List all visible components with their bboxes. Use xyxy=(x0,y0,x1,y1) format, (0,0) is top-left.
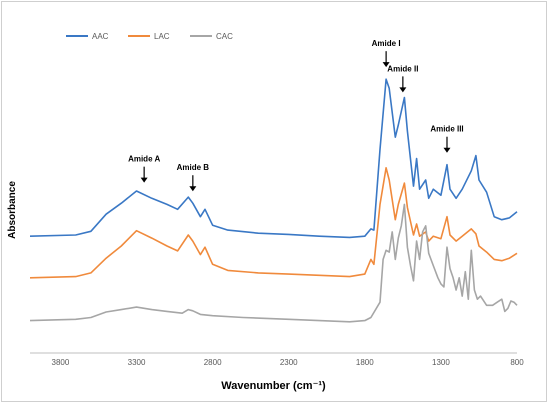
annotation-label: Amide A xyxy=(128,155,160,164)
annotation-label: Amide I xyxy=(372,39,401,48)
series-layer xyxy=(29,78,518,323)
annotation-arrow-head xyxy=(189,186,197,192)
annotation-label: Amide B xyxy=(177,163,210,172)
annotation-amide-i: Amide I xyxy=(372,39,401,68)
series-line-aac xyxy=(29,78,518,239)
legend-item-aac: AAC xyxy=(66,32,109,41)
annotations: Amide A Amide B Amide I Amide II Amide III xyxy=(128,39,464,192)
series-line-lac xyxy=(29,167,518,279)
annotation-arrow-head xyxy=(382,62,390,68)
legend-label: AAC xyxy=(92,32,109,41)
x-tick-label: 3300 xyxy=(128,358,146,367)
annotation-amide-ii: Amide II xyxy=(387,64,418,93)
annotation-arrow-head xyxy=(443,147,451,153)
legend-item-lac: LAC xyxy=(128,32,170,41)
y-axis-title: Absorbance xyxy=(7,181,18,239)
annotation-amide-iii: Amide III xyxy=(430,125,464,153)
x-tick-label: 800 xyxy=(510,358,524,367)
series-line-cac xyxy=(29,203,518,323)
legend-label: CAC xyxy=(216,32,233,41)
annotation-arrow-head xyxy=(399,87,407,93)
annotation-arrow-head xyxy=(140,177,148,183)
annotation-amide-b: Amide B xyxy=(177,163,210,192)
x-tick-label: 1800 xyxy=(356,358,374,367)
annotation-label: Amide II xyxy=(387,64,418,73)
x-tick-label: 2300 xyxy=(280,358,298,367)
annotation-label: Amide III xyxy=(430,125,463,134)
annotation-amide-a: Amide A xyxy=(128,155,160,183)
legend-item-cac: CAC xyxy=(190,32,233,41)
x-tick-labels: 3800 3300 2800 2300 1800 1300 800 xyxy=(52,358,525,367)
legend: AAC LAC CAC xyxy=(66,32,233,41)
x-tick-label: 2800 xyxy=(204,358,222,367)
x-tick-label: 3800 xyxy=(52,358,70,367)
x-axis-title: Wavenumber (cm⁻¹) xyxy=(221,380,326,392)
plot-area: Amide A Amide B Amide I Amide II Amide III 3… xyxy=(29,39,525,367)
legend-label: LAC xyxy=(154,32,170,41)
x-tick-label: 1300 xyxy=(432,358,450,367)
